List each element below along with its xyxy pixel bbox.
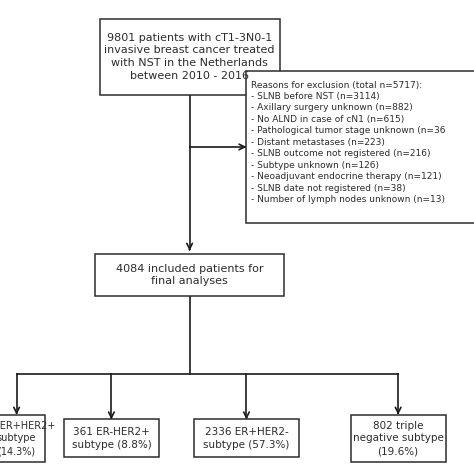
FancyBboxPatch shape (0, 415, 45, 462)
Text: 9801 patients with cT1-3N0-1
invasive breast cancer treated
with NST in the Neth: 9801 patients with cT1-3N0-1 invasive br… (104, 33, 275, 81)
FancyBboxPatch shape (246, 71, 474, 223)
Text: 585 ER+HER2+
subtype
(14.3%): 585 ER+HER2+ subtype (14.3%) (0, 420, 55, 456)
Text: 361 ER-HER2+
subtype (8.8%): 361 ER-HER2+ subtype (8.8%) (72, 427, 151, 450)
Text: 802 triple
negative subtype
(19.6%): 802 triple negative subtype (19.6%) (353, 420, 444, 456)
FancyBboxPatch shape (64, 419, 159, 457)
Text: 2336 ER+HER2-
subtype (57.3%): 2336 ER+HER2- subtype (57.3%) (203, 427, 290, 450)
FancyBboxPatch shape (95, 254, 284, 296)
FancyBboxPatch shape (194, 419, 299, 457)
FancyBboxPatch shape (100, 19, 280, 95)
Text: 4084 included patients for
final analyses: 4084 included patients for final analyse… (116, 264, 264, 286)
FancyBboxPatch shape (351, 415, 446, 462)
Text: Reasons for exclusion (total n=5717):
- SLNB before NST (n=3114)
- Axillary surg: Reasons for exclusion (total n=5717): - … (251, 81, 446, 204)
